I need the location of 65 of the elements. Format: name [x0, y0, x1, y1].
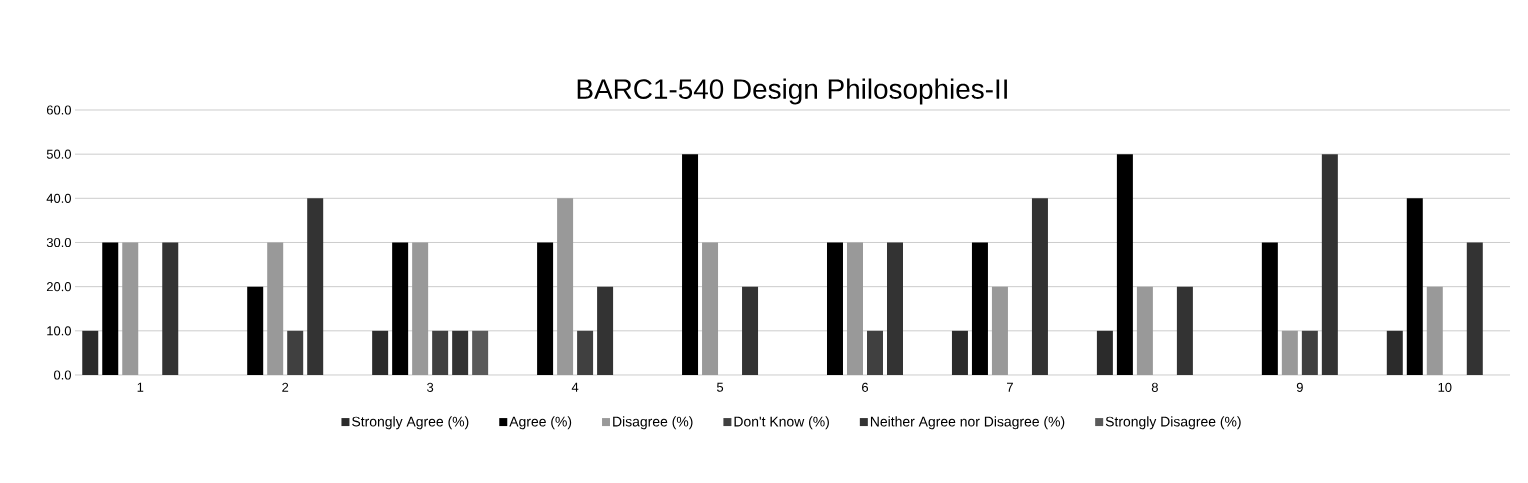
y-tick-label: 30.0	[46, 237, 71, 248]
bar	[1096, 330, 1113, 375]
bar	[162, 242, 179, 375]
x-tick-label: 2	[282, 382, 289, 392]
bar	[971, 242, 988, 375]
x-tick-label: 1	[137, 382, 144, 392]
legend-label: Agree (%)	[509, 416, 572, 430]
legend-label: Disagree (%)	[613, 416, 693, 430]
x-tick-label: 7	[1007, 382, 1013, 392]
x-tick-label: 10	[1438, 382, 1452, 392]
y-tick-label: 40.0	[46, 193, 71, 203]
bar	[102, 242, 119, 375]
bar	[1426, 286, 1443, 375]
bar	[826, 242, 843, 375]
bar	[867, 330, 883, 375]
x-tick-label: 9	[1296, 382, 1303, 392]
chart-title: BARC1-540 Design Philosophies-II	[577, 78, 1007, 105]
bar	[287, 330, 304, 375]
bar	[1116, 154, 1133, 375]
bar	[682, 154, 699, 375]
y-tick-label: 10.0	[47, 326, 71, 336]
bar	[267, 242, 284, 375]
bar	[82, 330, 99, 375]
bar	[1466, 242, 1483, 375]
legend-label: Strongly Disagree (%)	[1105, 416, 1241, 430]
bar	[846, 242, 863, 375]
bar	[991, 286, 1008, 375]
x-tick-label: 5	[716, 382, 724, 392]
bar	[557, 198, 574, 375]
bar	[1301, 330, 1318, 375]
bar	[1031, 198, 1048, 375]
y-tick-label: 50.0	[46, 149, 71, 159]
bar	[1406, 198, 1423, 375]
bar	[1386, 330, 1403, 375]
bar	[472, 330, 489, 375]
bar	[887, 242, 903, 375]
legend-label: Neither Agree nor Disagree (%)	[870, 416, 1065, 430]
bar	[742, 286, 759, 375]
bar	[702, 242, 719, 375]
bar	[951, 330, 968, 375]
y-tick-label: 0.0	[53, 370, 71, 380]
x-tick-label: 3	[427, 382, 434, 392]
bar	[432, 330, 449, 375]
bar	[1321, 154, 1338, 375]
x-tick-label: 8	[1151, 382, 1158, 392]
x-tick-label: 4	[571, 382, 579, 392]
bar	[392, 242, 409, 375]
bar	[122, 242, 139, 375]
bar	[1261, 242, 1278, 375]
bar	[577, 330, 594, 375]
legend-label: Strongly Agree (%)	[352, 416, 469, 430]
bar	[247, 286, 264, 375]
bar	[452, 330, 469, 375]
bar	[307, 198, 324, 375]
x-tick-label: 6	[862, 382, 869, 392]
bar	[537, 242, 554, 375]
bar	[372, 330, 389, 375]
bar	[597, 286, 614, 375]
bar	[1281, 330, 1298, 375]
legend-label: Don't Know (%)	[734, 416, 829, 430]
y-tick-label: 20.0	[46, 282, 71, 292]
bar	[1136, 286, 1153, 375]
y-tick-label: 60.0	[46, 105, 71, 115]
bar	[412, 242, 429, 375]
bar	[1176, 286, 1193, 375]
